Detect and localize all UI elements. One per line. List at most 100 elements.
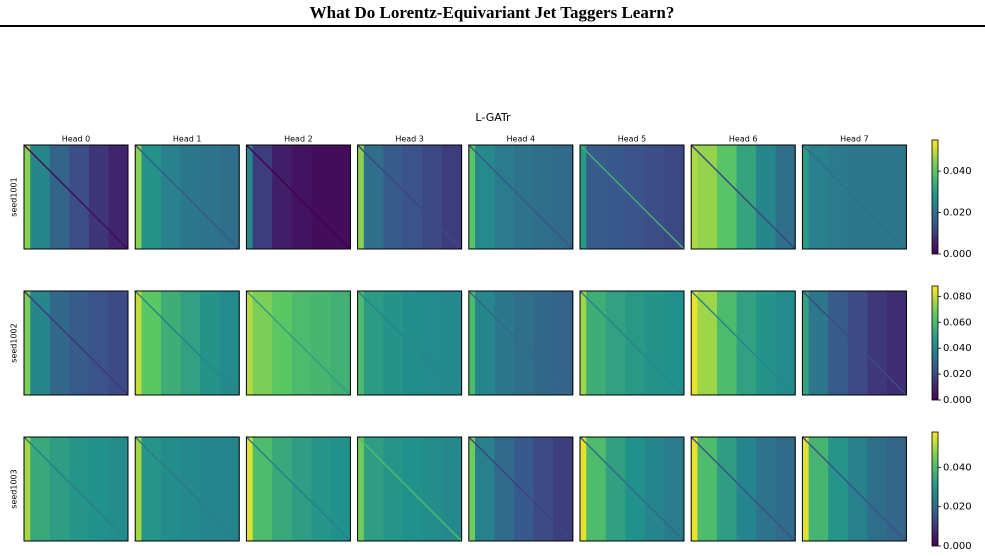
heatmap-cell [736, 291, 757, 395]
heatmap-cell [252, 437, 273, 541]
heatmap-cell [691, 291, 698, 395]
heatmap-cell [311, 437, 332, 541]
heatmap-cell [867, 437, 888, 541]
panel-frame [468, 290, 574, 396]
diagonal [357, 290, 463, 396]
colorbar-tick-label: 0.060 [943, 317, 972, 328]
diagonal [690, 144, 796, 250]
colorbar-tick-label: 0.000 [943, 249, 972, 260]
heatmap-cell [422, 437, 443, 541]
heatmap-cell [494, 437, 515, 541]
panel-frame [468, 436, 574, 542]
panel-frame [134, 436, 240, 542]
diagonal [690, 290, 796, 396]
heatmap-cell [553, 145, 574, 249]
heatmap-cell [605, 291, 626, 395]
heatmap-cell [383, 291, 404, 395]
head-title: Head 1 [173, 135, 202, 144]
colorbar-tick-label: 0.020 [943, 369, 972, 380]
heatmap-cell [363, 291, 384, 395]
heatmap-cell [160, 291, 182, 395]
panel-frame [579, 290, 685, 396]
heatmap-cell [756, 145, 777, 249]
panel-frame [579, 144, 685, 250]
heatmap-cell [468, 437, 476, 541]
panel-frame [579, 436, 685, 542]
panel-frame [690, 144, 796, 250]
heatmap-cell [180, 291, 201, 395]
diagonal [579, 290, 685, 396]
heatmap-cell [219, 291, 240, 395]
heatmap-cell [363, 145, 384, 249]
heatmap-cell [363, 437, 384, 541]
heatmap-cell [24, 437, 31, 541]
head-title: Head 3 [395, 135, 424, 144]
heatmap-cell [514, 291, 535, 395]
heatmap-cell [357, 145, 365, 249]
panel-frame [468, 144, 574, 250]
heatmap-cell [24, 145, 31, 249]
heatmap-cell [494, 145, 515, 249]
heatmap-cell [691, 437, 698, 541]
heatmap-cell [475, 291, 496, 395]
heatmap-cell [252, 145, 273, 249]
heatmap-cell [691, 145, 698, 249]
diagonal [357, 436, 463, 542]
heatmap-cell [272, 145, 293, 249]
heatmap-cell [828, 145, 849, 249]
heatmap-cell [246, 291, 254, 395]
heatmap-cell [886, 437, 907, 541]
panel-frame [801, 436, 907, 542]
heatmap-cell [605, 437, 626, 541]
heatmap-cell [533, 291, 554, 395]
heatmap-cell [49, 291, 70, 395]
heatmap-cell [553, 291, 574, 395]
heatmap-cell [586, 437, 607, 541]
heatmap-cell [200, 145, 221, 249]
head-title: Head 0 [62, 135, 91, 144]
heatmap-cell [357, 291, 365, 395]
heatmap-cell [108, 291, 129, 395]
heatmap-cell [553, 437, 574, 541]
heatmap-cell [49, 145, 70, 249]
heatmap-cell [330, 291, 351, 395]
colorbar [931, 285, 939, 401]
heatmap-cell [69, 291, 90, 395]
colorbar-tick-label: 0.040 [943, 343, 972, 354]
heatmap-cell [756, 291, 777, 395]
panel-frame [690, 436, 796, 542]
heatmap-cell [160, 437, 182, 541]
paper-title: What Do Lorentz-Equivariant Jet Taggers … [310, 3, 675, 22]
heatmap-cell [808, 291, 829, 395]
heatmap-cell [200, 291, 221, 395]
heatmap-cell [402, 291, 423, 395]
heatmap-cell [30, 291, 51, 395]
panel-frame [134, 144, 240, 250]
heatmap-cell [580, 145, 587, 249]
colorbar-tick-label: 0.040 [943, 462, 972, 473]
panel-frame [23, 290, 129, 396]
heatmap-cell [494, 291, 515, 395]
heatmap-cell [246, 145, 254, 249]
heatmap-cell [802, 291, 810, 395]
heatmap-cell [802, 145, 810, 249]
heatmap-cell [402, 145, 423, 249]
heatmap-cell [475, 145, 496, 249]
diagonal [23, 144, 129, 250]
heatmap-cell [775, 291, 796, 395]
heatmap-cell [291, 437, 312, 541]
figure-title: L-GATr [475, 111, 511, 124]
heatmap-cell [716, 437, 738, 541]
colorbar-tick-label: 0.000 [943, 395, 972, 406]
diagonal [468, 144, 574, 250]
heatmap-cell [135, 437, 142, 541]
heatmap-cell [180, 145, 201, 249]
panel-frame [245, 290, 351, 396]
heatmap-cell [697, 291, 718, 395]
heatmap-cell [141, 437, 162, 541]
heatmap-cell [847, 437, 868, 541]
heatmap-cell [291, 291, 312, 395]
heatmap-cell [135, 145, 142, 249]
heatmap-cell [357, 437, 365, 541]
heatmap-cell [422, 145, 443, 249]
